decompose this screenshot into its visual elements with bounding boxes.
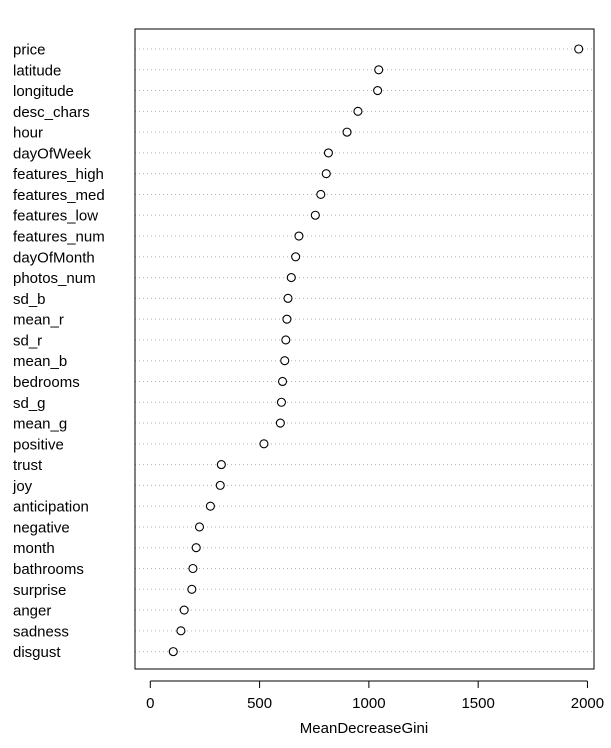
plot-frame	[134, 28, 595, 670]
data-point	[259, 439, 269, 449]
data-point	[280, 356, 290, 366]
category-label: photos_num	[13, 270, 96, 287]
x-tick-label: 1500	[461, 695, 494, 712]
category-label: mean_b	[13, 353, 67, 370]
category-label: sadness	[13, 623, 69, 640]
data-point	[188, 563, 198, 574]
data-point	[282, 314, 292, 324]
category-label: desc_chars	[13, 104, 90, 121]
category-label: sd_g	[13, 395, 46, 412]
category-label: joy	[12, 478, 33, 495]
grid-lines	[135, 48, 594, 653]
category-label: trust	[13, 457, 43, 474]
x-axis: 0 500 1000 1500 2000	[146, 680, 604, 712]
category-label: dayOfMonth	[13, 249, 95, 266]
data-points	[168, 44, 584, 657]
category-label: sd_r	[13, 332, 42, 349]
data-point	[191, 543, 201, 553]
category-label: surprise	[13, 582, 66, 599]
data-point	[179, 605, 189, 615]
x-axis-title: MeanDecreaseGini	[300, 720, 428, 737]
data-point	[286, 273, 296, 283]
data-point	[323, 148, 333, 158]
data-point	[374, 65, 384, 75]
category-label: mean_r	[13, 312, 64, 329]
category-label: positive	[13, 436, 64, 453]
data-point	[216, 460, 226, 470]
data-point	[281, 335, 291, 345]
x-tick-label: 0	[146, 695, 154, 712]
data-point	[373, 86, 383, 96]
data-point	[275, 418, 285, 428]
category-label: bathrooms	[13, 561, 84, 578]
data-point	[215, 480, 225, 490]
category-label: price	[13, 42, 46, 59]
category-label: disgust	[13, 644, 61, 661]
data-point	[310, 210, 320, 220]
data-point	[176, 626, 186, 636]
data-point	[321, 169, 331, 179]
category-label: anticipation	[13, 499, 89, 516]
category-label: mean_g	[13, 416, 67, 433]
category-label: latitude	[13, 62, 61, 79]
data-point	[574, 44, 584, 54]
data-point	[294, 231, 304, 241]
data-point	[353, 106, 363, 116]
x-tick-label: 1000	[352, 695, 385, 712]
category-label: features_high	[13, 166, 104, 183]
data-point	[342, 127, 352, 137]
data-point	[283, 293, 293, 303]
data-point	[187, 584, 197, 594]
category-label: dayOfWeek	[13, 145, 92, 162]
category-label: features_num	[13, 229, 105, 246]
category-label: sd_b	[13, 291, 46, 308]
category-label: negative	[13, 519, 70, 536]
category-label: bedrooms	[13, 374, 80, 391]
data-point	[316, 189, 326, 200]
category-label: features_low	[13, 208, 98, 225]
data-point	[276, 397, 286, 407]
data-point	[277, 376, 288, 387]
data-point	[168, 647, 178, 657]
category-label: month	[13, 540, 55, 557]
data-point	[291, 252, 301, 262]
x-tick-label: 2000	[571, 695, 604, 712]
category-label: hour	[13, 125, 43, 142]
category-label: longitude	[13, 83, 74, 100]
category-label: anger	[13, 603, 51, 620]
category-label: features_med	[13, 187, 105, 204]
data-point	[194, 522, 205, 532]
x-tick-label: 500	[247, 695, 272, 712]
data-point	[205, 501, 215, 511]
